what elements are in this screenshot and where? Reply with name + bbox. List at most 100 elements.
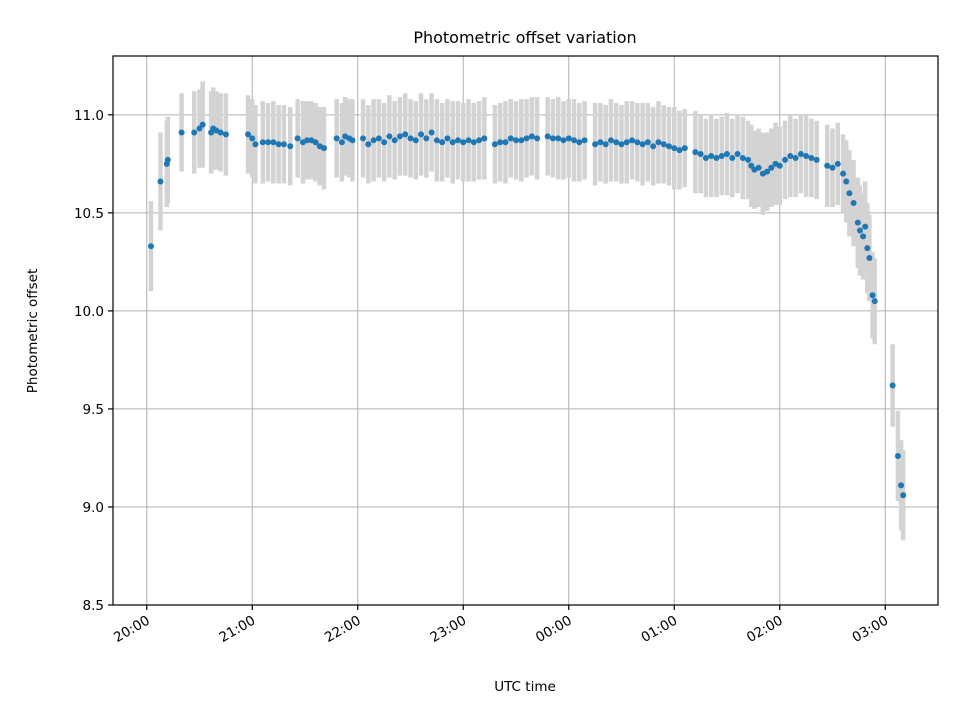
data-point [792,154,799,161]
data-point [681,145,688,152]
data-point [349,137,356,144]
data-point [660,141,667,148]
data-point [768,164,775,171]
data-point [655,139,662,146]
data-point [889,382,896,389]
data-point [602,141,609,148]
data-point [402,131,409,138]
data-point [386,133,393,140]
data-point [444,135,451,142]
data-point [294,135,301,142]
data-point [797,151,804,158]
data-point [840,170,847,177]
y-tick-label: 10.0 [74,304,104,320]
data-point [157,178,164,185]
y-tick-label: 8.5 [83,598,104,614]
data-point [829,164,836,171]
data-point [650,143,657,150]
data-point [676,147,683,154]
data-point [787,152,794,159]
x-axis-label: UTC time [494,679,556,695]
data-point [320,145,327,152]
data-point [724,151,731,158]
data-point [270,139,277,146]
data-point [856,227,863,234]
data-point [871,298,878,305]
y-tick-label: 9.5 [83,402,104,418]
data-point [481,135,488,142]
data-point [265,139,272,146]
data-point [502,139,509,146]
data-point [734,151,741,158]
data-point [249,135,256,142]
data-point [470,139,477,146]
data-point [428,129,435,136]
data-point [360,135,367,142]
data-point [497,139,504,146]
y-tick-label: 10.5 [74,206,104,222]
y-tick-label: 11.0 [74,108,104,124]
data-point [191,129,198,136]
data-point [275,141,282,148]
data-point [639,141,646,148]
data-point [252,141,259,148]
data-point [407,135,414,142]
data-point [813,156,820,163]
data-point [423,135,430,142]
data-point [338,139,345,146]
data-point [782,156,789,163]
data-point [549,135,556,142]
data-point [613,139,620,146]
data-point [692,149,699,156]
data-point [465,137,472,144]
data-point [592,141,599,148]
data-point [764,168,771,175]
data-point [287,143,294,150]
data-point [854,219,861,226]
data-point [607,137,614,144]
data-point [644,139,651,146]
data-point [862,223,869,230]
data-point [739,154,746,161]
data-point [869,292,876,299]
data-point [381,139,388,146]
data-point [803,152,810,159]
data-point [713,154,720,161]
data-point [824,162,831,169]
data-point [513,137,520,144]
data-point [460,139,467,146]
data-point [894,452,901,459]
data-point [729,154,736,161]
data-point [718,152,725,159]
data-point [866,254,873,261]
data-points [147,121,907,499]
data-point [555,135,562,142]
data-point [560,137,567,144]
data-point [629,137,636,144]
data-point [164,156,171,163]
data-point [576,139,583,146]
data-point [304,137,311,144]
data-point [843,178,850,185]
data-point [534,135,541,142]
data-point [491,141,498,148]
data-point [476,137,483,144]
data-point [259,139,266,146]
data-point [565,135,572,142]
data-point [518,137,525,144]
data-point [433,137,440,144]
data-point [199,121,206,128]
data-point [439,139,446,146]
data-point [412,137,419,144]
data-point [449,139,456,146]
data-point [544,133,551,140]
data-point [365,141,372,148]
data-point [708,152,715,159]
data-point [375,135,382,142]
y-tick-label: 9.0 [83,500,104,516]
data-point [900,492,907,499]
data-point [396,133,403,140]
data-point [665,143,672,150]
data-point [454,137,461,144]
data-point [776,162,783,169]
